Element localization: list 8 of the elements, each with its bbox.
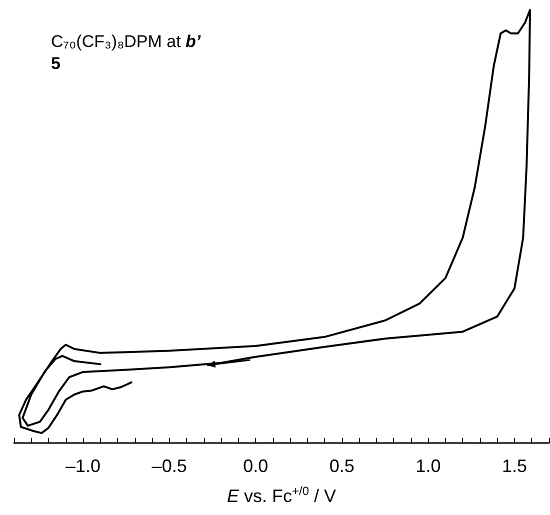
text: C₇₀(CF₃)₈DPM at b’ (51, 32, 201, 51)
x-tick-label: 1.5 (502, 456, 527, 476)
x-tick-label: 1.0 (416, 456, 441, 476)
x-tick-label: –0.5 (152, 456, 187, 476)
x-tick-label: 0.0 (243, 456, 268, 476)
x-tick-label: –1.0 (66, 456, 101, 476)
x-tick-label: 0.5 (329, 456, 354, 476)
text: 5 (51, 54, 60, 73)
